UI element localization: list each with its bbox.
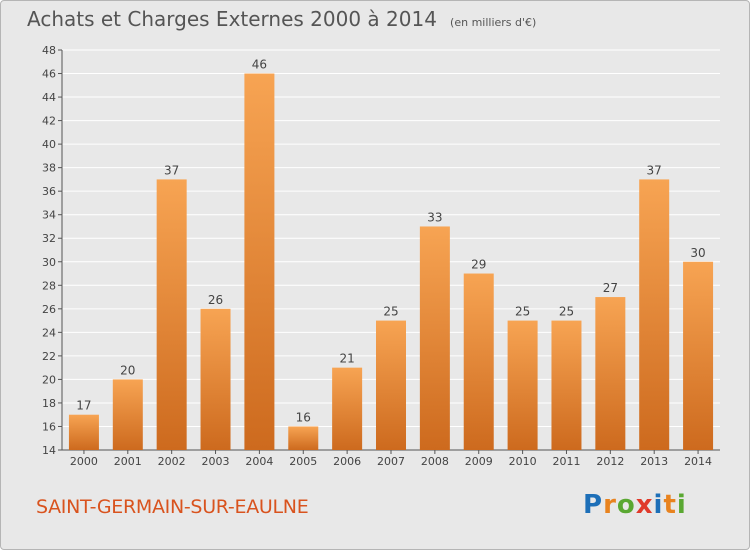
- bar-2006: [332, 367, 363, 450]
- bar-2005: [288, 426, 319, 450]
- data-labels: 17 20 37 26 46 16 21 25 33 29 25 25 27 37 30: [76, 58, 705, 425]
- x-tick-label-2008: 2008: [421, 455, 449, 468]
- bar-2001: [112, 379, 143, 450]
- bar-2008: [419, 226, 450, 450]
- data-label-2002: 37: [164, 163, 179, 177]
- data-label-2000: 17: [76, 399, 91, 413]
- y-tick-label: 30: [42, 256, 56, 269]
- bar-2003: [200, 308, 231, 450]
- proxiti-logo: Proxiti: [583, 490, 687, 520]
- data-label-2003: 26: [208, 293, 223, 307]
- x-tick-label-2001: 2001: [114, 455, 142, 468]
- y-tick-label: 44: [42, 91, 56, 104]
- y-tick-label: 36: [42, 185, 56, 198]
- bar-2000: [68, 414, 99, 450]
- x-tick-label-2002: 2002: [158, 455, 186, 468]
- data-label-2009: 29: [471, 258, 486, 272]
- data-label-2014: 30: [690, 246, 705, 260]
- logo-letter: o: [616, 490, 636, 520]
- bar-2010: [507, 320, 538, 450]
- bar-2011: [551, 320, 582, 450]
- bar-2014: [683, 261, 714, 450]
- logo-letter: r: [603, 490, 617, 520]
- data-label-2008: 33: [427, 210, 442, 224]
- x-tick-label-2005: 2005: [289, 455, 317, 468]
- y-tick-label: 28: [42, 279, 56, 292]
- bar-2004: [244, 73, 275, 450]
- data-label-2013: 37: [647, 163, 662, 177]
- y-tick-label: 18: [42, 397, 56, 410]
- x-tick-label-2000: 2000: [70, 455, 98, 468]
- bar-2002: [156, 179, 187, 451]
- logo-letter: x: [635, 490, 654, 520]
- data-label-2006: 21: [339, 352, 354, 366]
- logo-letter: i: [653, 490, 664, 520]
- y-tick-label: 40: [42, 138, 56, 151]
- y-tick-label: 14: [42, 444, 56, 457]
- x-tick-label-2011: 2011: [552, 455, 580, 468]
- x-tick-label-2010: 2010: [509, 455, 537, 468]
- commune-name: SAINT-GERMAIN-SUR-EAULNE: [36, 496, 309, 518]
- x-tick-label-2004: 2004: [245, 455, 273, 468]
- y-tick-label: 20: [42, 373, 56, 386]
- y-tick-label: 22: [42, 350, 56, 363]
- bars: [68, 73, 714, 451]
- y-tick-label: 16: [42, 420, 56, 433]
- data-label-2012: 27: [603, 281, 618, 295]
- chart-header: Achats et Charges Externes 2000 à 2014 (…: [27, 7, 536, 31]
- y-tick-label: 26: [42, 303, 56, 316]
- chart-unit: (en milliers d'€): [450, 16, 537, 29]
- y-tick-label: 46: [42, 68, 56, 81]
- bar-2007: [376, 320, 406, 450]
- x-tick-label-2003: 2003: [202, 455, 230, 468]
- data-label-2001: 20: [120, 363, 135, 377]
- bar-2012: [595, 297, 626, 450]
- data-label-2007: 25: [383, 305, 398, 319]
- y-tick-label: 38: [42, 162, 56, 175]
- y-tick-label: 32: [42, 232, 56, 245]
- logo-letter: t: [663, 490, 677, 520]
- y-tick-label: 24: [42, 326, 56, 339]
- data-label-2011: 25: [559, 305, 574, 319]
- x-tick-label-2006: 2006: [333, 455, 361, 468]
- y-tick-label: 34: [42, 209, 56, 222]
- x-tick-label-2014: 2014: [684, 455, 712, 468]
- bar-2013: [639, 179, 670, 451]
- data-label-2005: 16: [296, 410, 311, 424]
- data-label-2004: 46: [252, 58, 267, 72]
- data-label-2010: 25: [515, 305, 530, 319]
- chart-title: Achats et Charges Externes 2000 à 2014: [27, 7, 437, 31]
- y-tick-label: 48: [42, 44, 56, 57]
- x-tick-label-2013: 2013: [640, 455, 668, 468]
- x-tick-label-2012: 2012: [596, 455, 624, 468]
- logo-letter: P: [583, 490, 604, 520]
- x-tick-label-2007: 2007: [377, 455, 405, 468]
- x-tick-label-2009: 2009: [465, 455, 493, 468]
- y-tick-label: 42: [42, 115, 56, 128]
- logo-letter: i: [676, 490, 687, 520]
- bar-2009: [463, 273, 494, 450]
